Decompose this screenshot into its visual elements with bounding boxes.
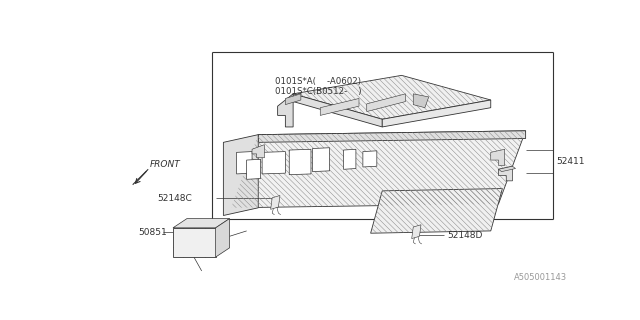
Text: FRONT: FRONT [150,160,180,169]
Polygon shape [371,188,502,233]
Polygon shape [278,94,293,127]
Polygon shape [259,131,525,142]
Text: 0101S*C(B0512-    ): 0101S*C(B0512- ) [275,87,362,96]
Polygon shape [173,219,230,228]
Polygon shape [271,196,280,209]
Polygon shape [382,100,491,127]
Polygon shape [412,225,421,239]
Polygon shape [223,135,259,215]
Polygon shape [363,151,377,167]
Polygon shape [289,149,311,175]
Polygon shape [252,145,264,158]
Polygon shape [216,219,230,257]
Polygon shape [231,131,525,208]
Polygon shape [320,99,359,116]
Polygon shape [312,148,330,172]
Polygon shape [262,152,285,174]
Text: A505001143: A505001143 [514,273,567,282]
Polygon shape [499,166,513,181]
Text: 0101S*A(    -A0602): 0101S*A( -A0602) [275,77,362,86]
Polygon shape [246,159,260,179]
Polygon shape [173,228,216,257]
Text: 52411: 52411 [556,157,584,166]
Polygon shape [293,94,382,127]
Text: 50851: 50851 [138,228,167,237]
Text: 52148C: 52148C [157,194,192,203]
Text: 52148D: 52148D [447,231,483,240]
Polygon shape [285,94,301,105]
Polygon shape [413,94,429,108]
Polygon shape [344,149,356,169]
Polygon shape [491,149,505,165]
Polygon shape [367,94,406,112]
Polygon shape [237,152,252,174]
Polygon shape [293,75,491,119]
Polygon shape [499,166,516,172]
